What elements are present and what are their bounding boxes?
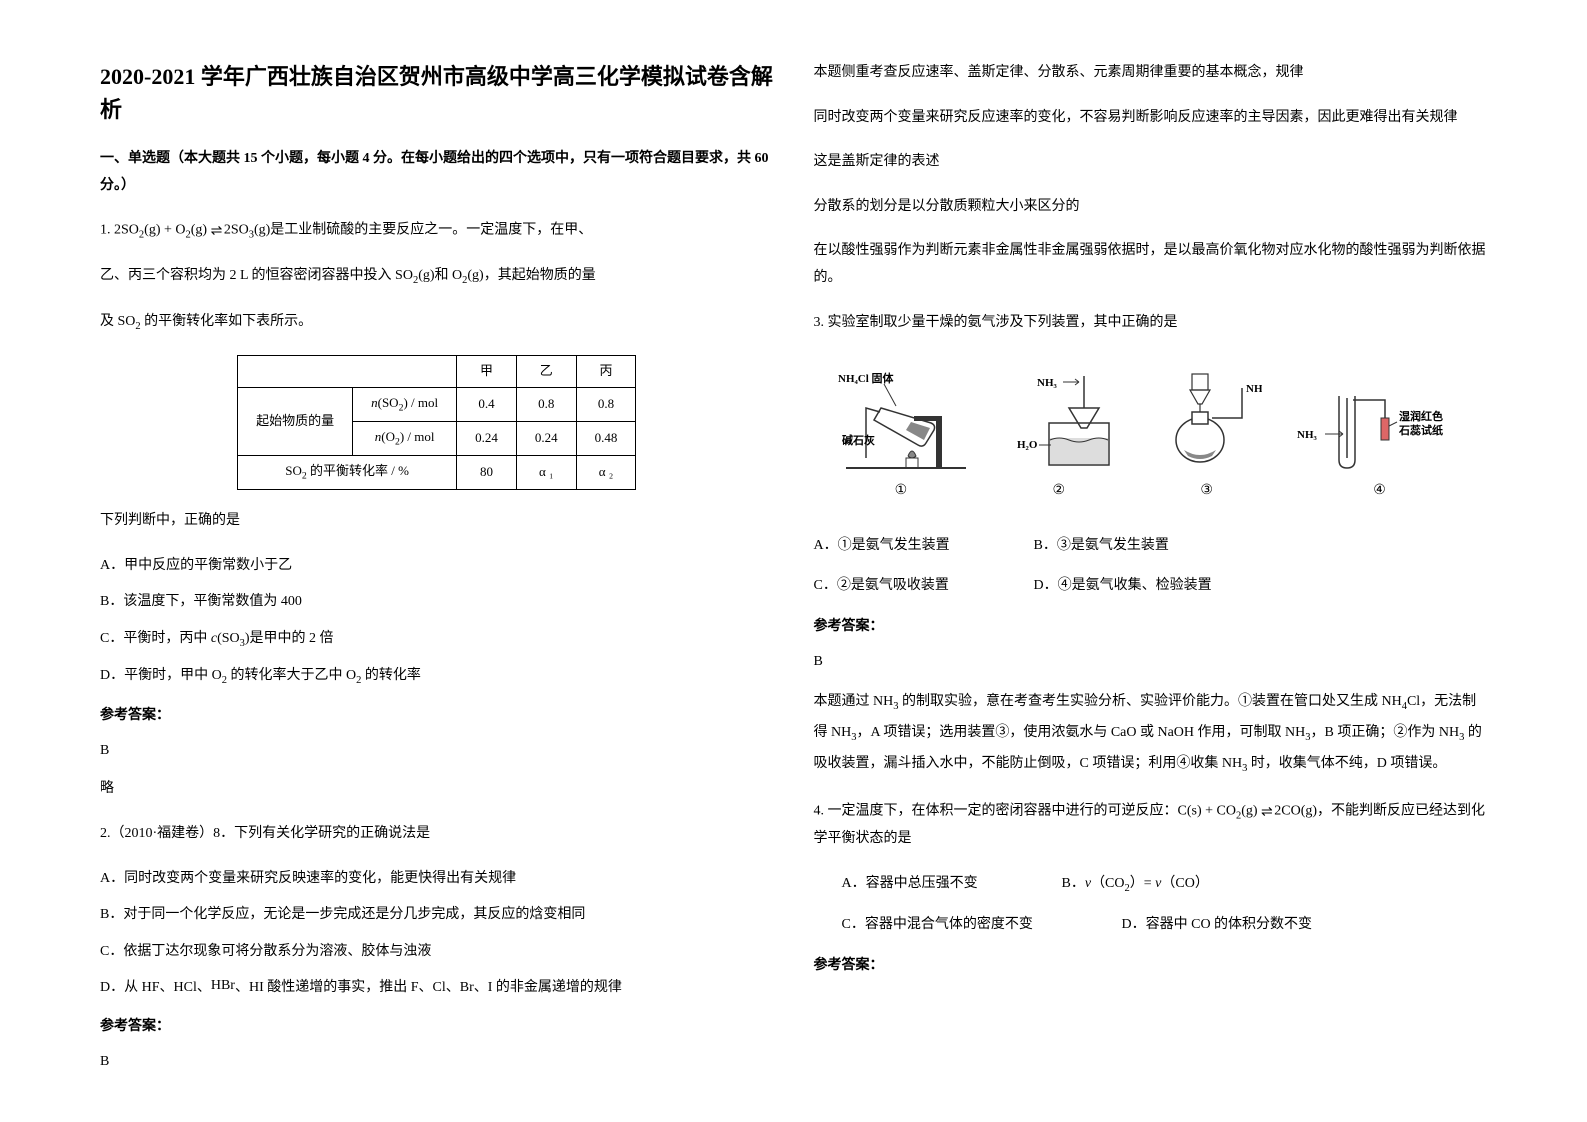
- q3-explanation: 本题通过 NH3 的制取实验，意在考查考生实验分析、实验评价能力。①装置在管口处…: [814, 687, 1488, 780]
- q3-options: A．①是氨气发生装置 B．③是氨气发生装置 C．②是氨气吸收装置 D．④是氨气收…: [814, 533, 1488, 600]
- device-1-svg: NH₄Cl 固体 碱石灰: [836, 368, 966, 478]
- device-2-svg: NH₃ H₂O: [999, 368, 1119, 478]
- q3-option-c: C．②是氨气吸收装置: [814, 573, 1034, 600]
- q2-expl-4: 分散系的划分是以分散质颗粒大小来区分的: [814, 194, 1488, 221]
- q4-option-b: B．v（CO2）= v（CO）: [1034, 871, 1254, 899]
- table-cell: 甲: [457, 355, 517, 387]
- q4-text: 4. 一定温度下，在体积一定的密闭容器中进行的可逆反应：C(s) + CO2(g…: [814, 798, 1488, 853]
- table-cell: 0.8: [576, 387, 636, 421]
- table-cell: 0.48: [576, 421, 636, 455]
- q2-expl-3: 这是盖斯定律的表述: [814, 149, 1488, 176]
- device-3: NH₃ ③: [1152, 368, 1262, 505]
- q2-option-d: D．从 HF、HCl、HBr、HI 酸性递增的事实，推出 F、Cl、Br、I 的…: [100, 975, 774, 1002]
- q4-option-d: D．容器中 CO 的体积分数不变: [1094, 912, 1314, 939]
- table-cell: α ₂: [576, 455, 636, 489]
- table-row: 起始物质的量 n(SO2) / mol 0.4 0.8 0.8: [238, 387, 636, 421]
- table-cell: 80: [457, 455, 517, 489]
- label-litmus-2: 石蕊试纸: [1398, 423, 1443, 437]
- table-cell: α ₁: [516, 455, 576, 489]
- q4-option-a: A．容器中总压强不变: [814, 871, 1034, 899]
- left-column: 2020-2021 学年广西壮族自治区贺州市高级中学高三化学模拟试卷含解析 一、…: [80, 60, 794, 1062]
- q3-diagram-container: NH₄Cl 固体 碱石灰 ①: [814, 354, 1488, 519]
- q2-answer-label: 参考答案：: [100, 1014, 774, 1041]
- question-3: 3. 实验室制取少量干燥的氨气涉及下列装置，其中正确的是 NH₄Cl 固体: [814, 310, 1488, 780]
- q3-text: 3. 实验室制取少量干燥的氨气涉及下列装置，其中正确的是: [814, 310, 1488, 337]
- question-2: 2.（2010·福建卷）8．下列有关化学研究的正确说法是 A．同时改变两个变量来…: [100, 821, 774, 1075]
- q4-option-c: C．容器中混合气体的密度不变: [814, 912, 1094, 939]
- q1-text-line2: 乙、丙三个容积均为 2 L 的恒容密闭容器中投入 SO2(g)和 O2(g)，其…: [100, 263, 774, 291]
- table-cell: SO2 的平衡转化率 / %: [238, 455, 457, 489]
- q1-option-c: C．平衡时，丙中 c(SO3)是甲中的 2 倍: [100, 626, 774, 654]
- device-3-svg: NH₃: [1152, 368, 1262, 478]
- right-column: 本题侧重考查反应速率、盖斯定律、分散系、元素周期律重要的基本概念，规律 同时改变…: [794, 60, 1508, 1062]
- q1-text-line1: 1. 2SO2(g) + O2(g) ⇌ 2SO3(g)是工业制硫酸的主要反应之…: [100, 217, 774, 245]
- q1-answer-label: 参考答案：: [100, 703, 774, 730]
- device-1-label: ①: [895, 478, 908, 505]
- q1-option-d: D．平衡时，甲中 O2 的转化率大于乙中 O2 的转化率: [100, 663, 774, 691]
- table-cell: 丙: [576, 355, 636, 387]
- table-cell: 0.24: [457, 421, 517, 455]
- table-cell: 起始物质的量: [238, 387, 353, 455]
- q1-text-line3: 及 SO2 的平衡转化率如下表所示。: [100, 309, 774, 337]
- q2-option-c: C．依据丁达尔现象可将分散系分为溶液、胶体与浊液: [100, 939, 774, 966]
- q3-option-b: B．③是氨气发生装置: [1034, 533, 1254, 560]
- q1-table: 甲 乙 丙 起始物质的量 n(SO2) / mol 0.4 0.8 0.8 n(…: [237, 355, 636, 490]
- label-nh3-1: NH₃: [1037, 377, 1058, 389]
- q1-explanation: 略: [100, 776, 774, 803]
- q1-option-a: A．甲中反应的平衡常数小于乙: [100, 553, 774, 580]
- q1-option-b: B．该温度下，平衡常数值为 400: [100, 589, 774, 616]
- q2-expl-1: 本题侧重考查反应速率、盖斯定律、分散系、元素周期律重要的基本概念，规律: [814, 60, 1488, 87]
- question-4: 4. 一定温度下，在体积一定的密闭容器中进行的可逆反应：C(s) + CO2(g…: [814, 798, 1488, 980]
- table-row: 甲 乙 丙: [238, 355, 636, 387]
- device-2: NH₃ H₂O ②: [999, 368, 1119, 505]
- table-cell-blank: [238, 355, 457, 387]
- label-litmus-1: 湿润红色: [1399, 409, 1443, 423]
- table-cell: 0.4: [457, 387, 517, 421]
- table-cell: n(SO2) / mol: [353, 387, 457, 421]
- label-cao: 碱石灰: [842, 433, 875, 447]
- exam-title: 2020-2021 学年广西壮族自治区贺州市高级中学高三化学模拟试卷含解析: [100, 60, 774, 126]
- label-nh3-2: NH₃: [1246, 383, 1262, 395]
- label-nh3-3: NH₃: [1297, 429, 1318, 441]
- device-2-label: ②: [1053, 478, 1066, 505]
- device-4: NH₃ 湿润红色 石蕊试纸 ④: [1295, 368, 1465, 505]
- device-4-label: ④: [1373, 478, 1386, 505]
- q1-options: A．甲中反应的平衡常数小于乙 B．该温度下，平衡常数值为 400 C．平衡时，丙…: [100, 553, 774, 692]
- device-3-label: ③: [1200, 478, 1213, 505]
- q3-option-d: D．④是氨气收集、检验装置: [1034, 573, 1254, 600]
- q2-option-b: B．对于同一个化学反应，无论是一步完成还是分几步完成，其反应的焓变相同: [100, 902, 774, 929]
- table-cell: n(O2) / mol: [353, 421, 457, 455]
- q3-option-a: A．①是氨气发生装置: [814, 533, 1034, 560]
- q3-answer: B: [814, 649, 1488, 676]
- table-row: SO2 的平衡转化率 / % 80 α ₁ α ₂: [238, 455, 636, 489]
- device-1: NH₄Cl 固体 碱石灰 ①: [836, 368, 966, 505]
- table-cell: 乙: [516, 355, 576, 387]
- q1-answer: B: [100, 738, 774, 765]
- question-1: 1. 2SO2(g) + O2(g) ⇌ 2SO3(g)是工业制硫酸的主要反应之…: [100, 217, 774, 803]
- q2-options: A．同时改变两个变量来研究反映速率的变化，能更快得出有关规律 B．对于同一个化学…: [100, 866, 774, 1002]
- q2-expl-5: 在以酸性强弱作为判断元素非金属性非金属强弱依据时，是以最高价氧化物对应水化物的酸…: [814, 238, 1488, 291]
- device-4-svg: NH₃ 湿润红色 石蕊试纸: [1295, 368, 1465, 478]
- table-cell: 0.24: [516, 421, 576, 455]
- q2-text: 2.（2010·福建卷）8．下列有关化学研究的正确说法是: [100, 821, 774, 848]
- label-nh4cl: NH₄Cl 固体: [838, 371, 895, 385]
- q4-options: A．容器中总压强不变 B．v（CO2）= v（CO） C．容器中混合气体的密度不…: [814, 871, 1488, 939]
- q2-option-a: A．同时改变两个变量来研究反映速率的变化，能更快得出有关规律: [100, 866, 774, 893]
- table-cell: 0.8: [516, 387, 576, 421]
- label-h2o: H₂O: [1017, 439, 1038, 451]
- q3-answer-label: 参考答案：: [814, 614, 1488, 641]
- q2-expl-2: 同时改变两个变量来研究反应速率的变化，不容易判断影响反应速率的主导因素，因此更难…: [814, 105, 1488, 132]
- q4-answer-label: 参考答案：: [814, 953, 1488, 980]
- section-1-header: 一、单选题（本大题共 15 个小题，每小题 4 分。在每小题给出的四个选项中，只…: [100, 146, 774, 199]
- q2-answer: B: [100, 1049, 774, 1076]
- q1-judge: 下列判断中，正确的是: [100, 508, 774, 535]
